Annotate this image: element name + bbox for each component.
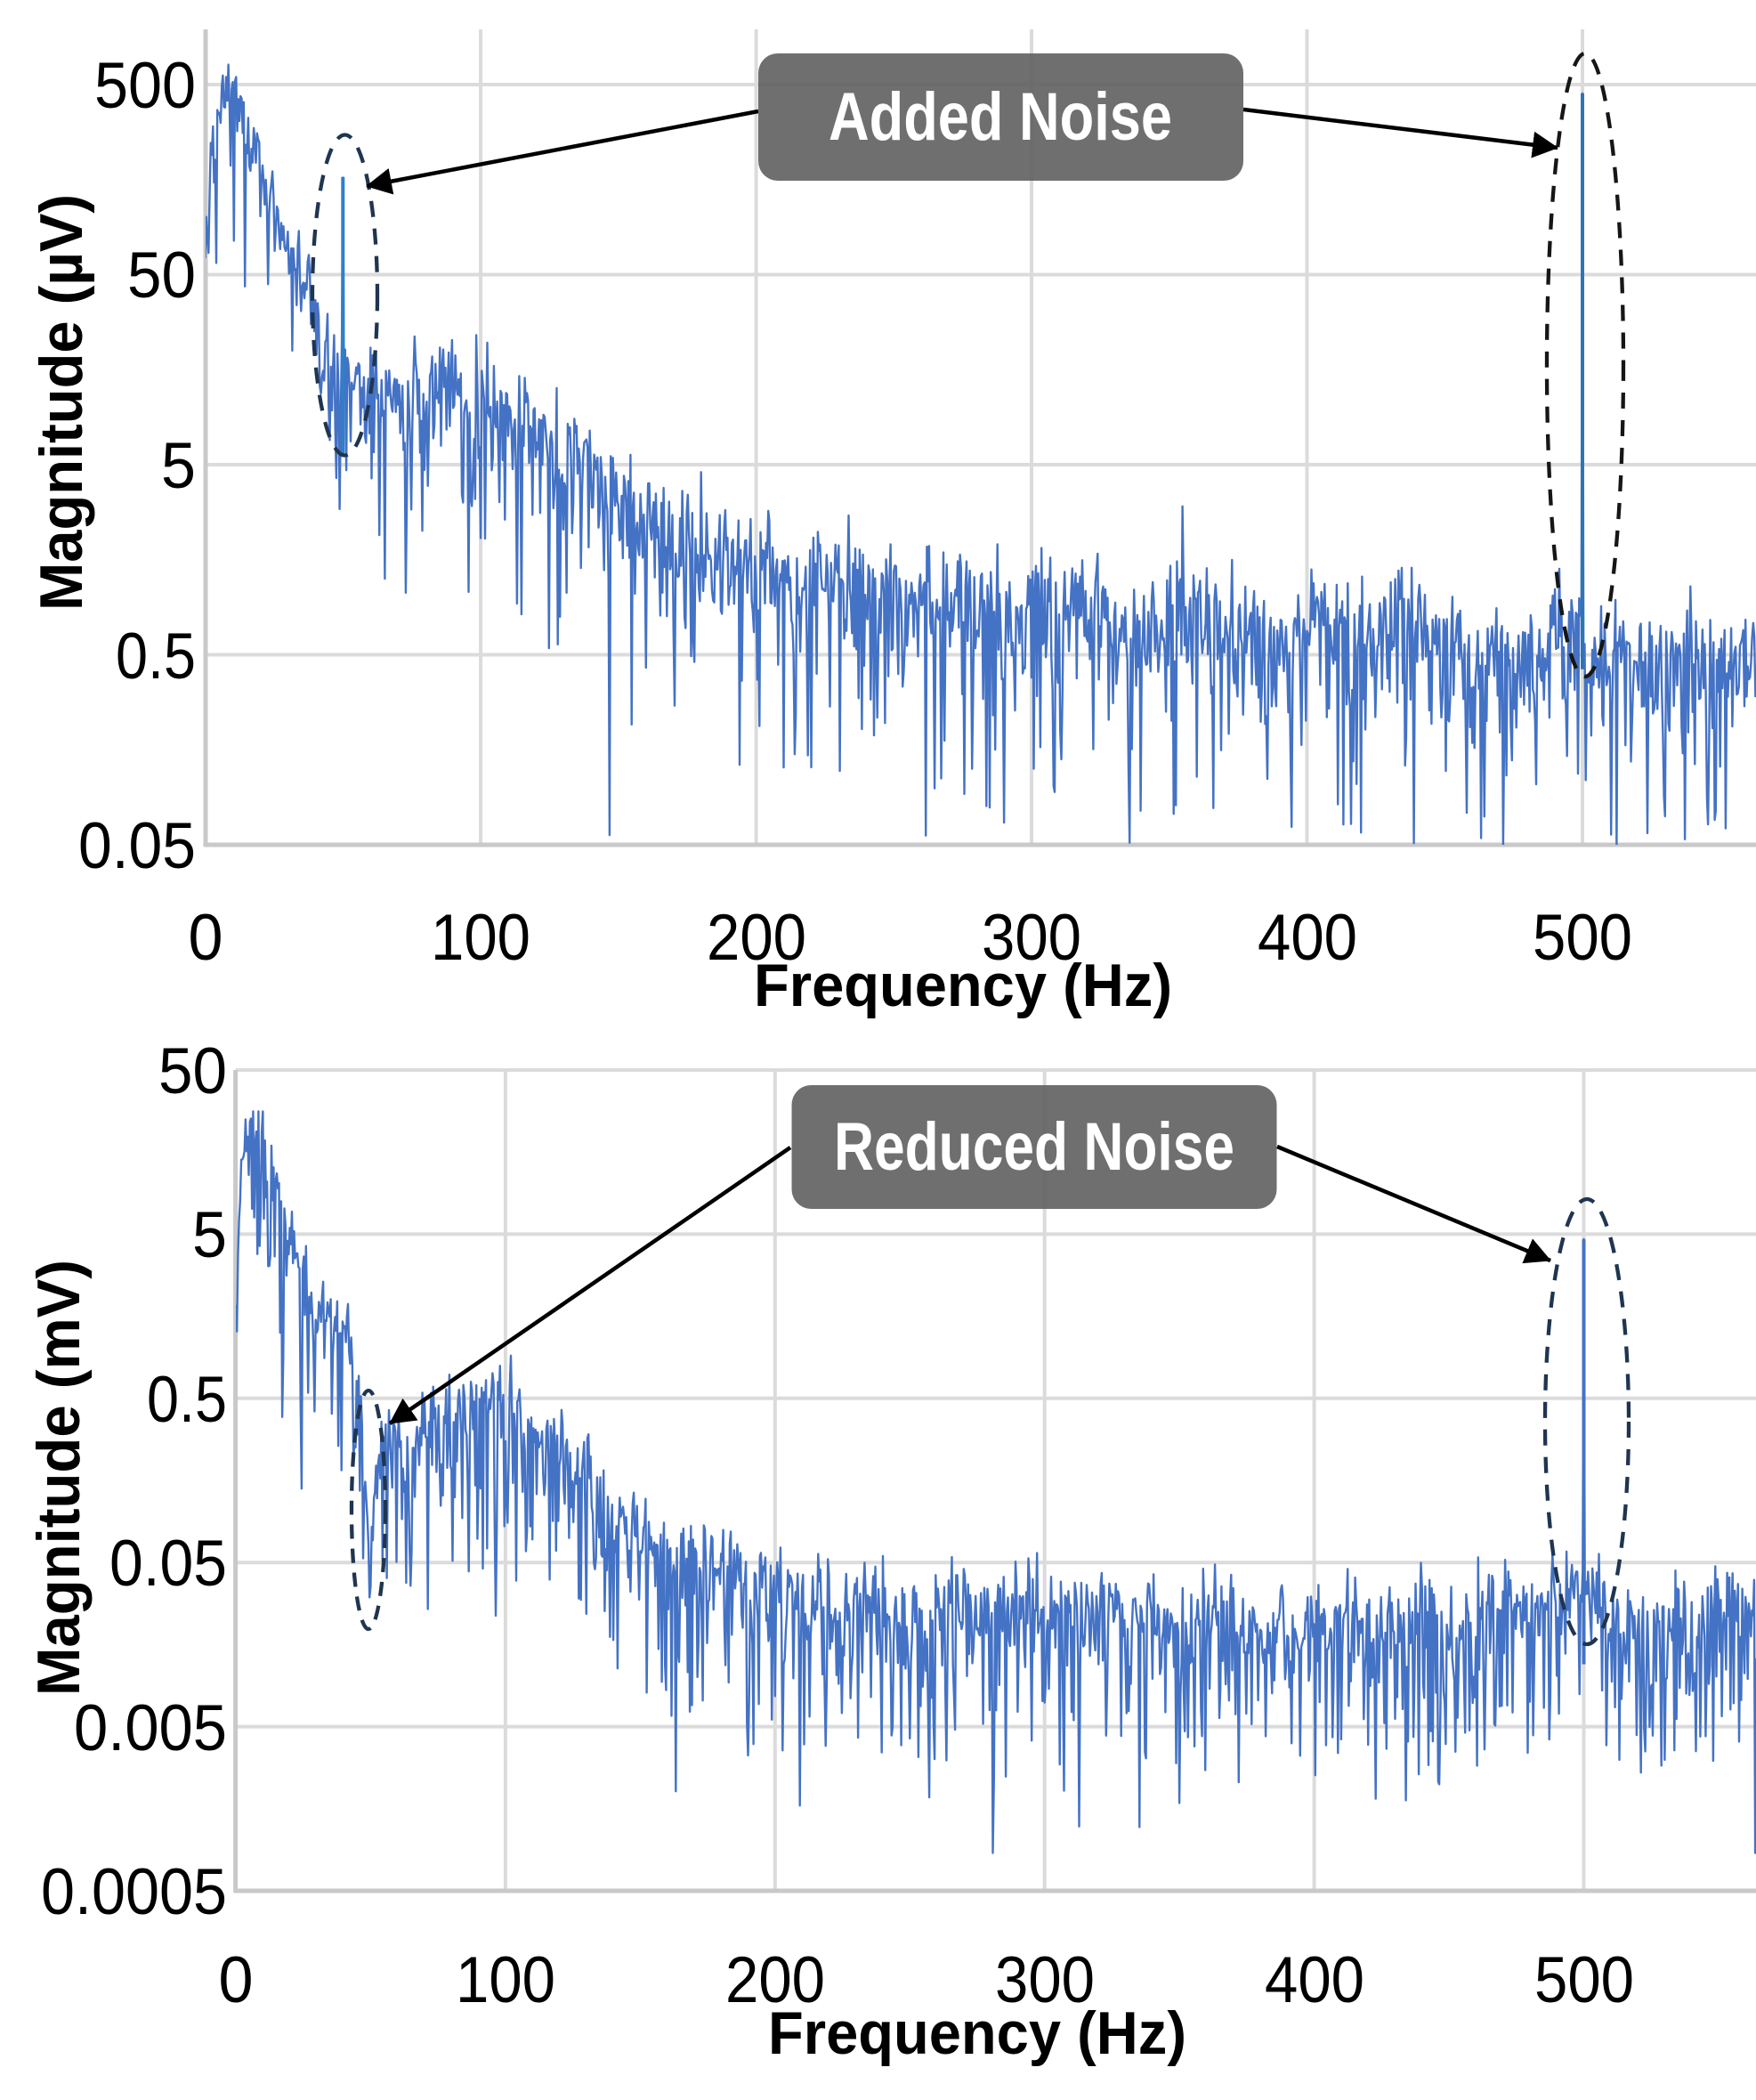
- svg-text:400: 400: [1265, 1944, 1364, 2016]
- svg-text:50: 50: [127, 239, 196, 312]
- svg-text:Frequency (Hz): Frequency (Hz): [754, 952, 1172, 1019]
- svg-text:300: 300: [995, 1944, 1095, 2016]
- svg-text:200: 200: [725, 1944, 825, 2016]
- svg-text:5: 5: [192, 1199, 227, 1271]
- svg-text:100: 100: [456, 1944, 555, 2016]
- svg-text:Frequency (Hz): Frequency (Hz): [768, 1999, 1186, 2067]
- svg-text:0: 0: [189, 902, 223, 974]
- svg-text:0.5: 0.5: [116, 620, 196, 693]
- svg-text:0.005: 0.005: [74, 1692, 227, 1764]
- svg-text:50: 50: [158, 1035, 227, 1107]
- svg-text:400: 400: [1258, 902, 1357, 974]
- svg-text:Magnitude (mV): Magnitude (mV): [25, 1260, 93, 1696]
- svg-text:0.05: 0.05: [109, 1528, 227, 1600]
- svg-text:0.05: 0.05: [78, 810, 196, 882]
- svg-text:Reduced Noise: Reduced Noise: [834, 1109, 1234, 1185]
- svg-text:500: 500: [94, 50, 196, 122]
- svg-text:500: 500: [1533, 902, 1632, 974]
- svg-text:Magnitude (µV): Magnitude (µV): [28, 194, 95, 611]
- svg-text:200: 200: [707, 902, 806, 974]
- svg-text:0: 0: [219, 1944, 254, 2016]
- svg-text:0.5: 0.5: [147, 1364, 227, 1436]
- svg-text:300: 300: [982, 902, 1081, 974]
- svg-text:100: 100: [431, 902, 530, 974]
- svg-text:Added Noise: Added Noise: [829, 79, 1172, 155]
- svg-text:5: 5: [161, 430, 196, 502]
- svg-text:500: 500: [1534, 1944, 1634, 2016]
- svg-text:0.0005: 0.0005: [41, 1856, 227, 1928]
